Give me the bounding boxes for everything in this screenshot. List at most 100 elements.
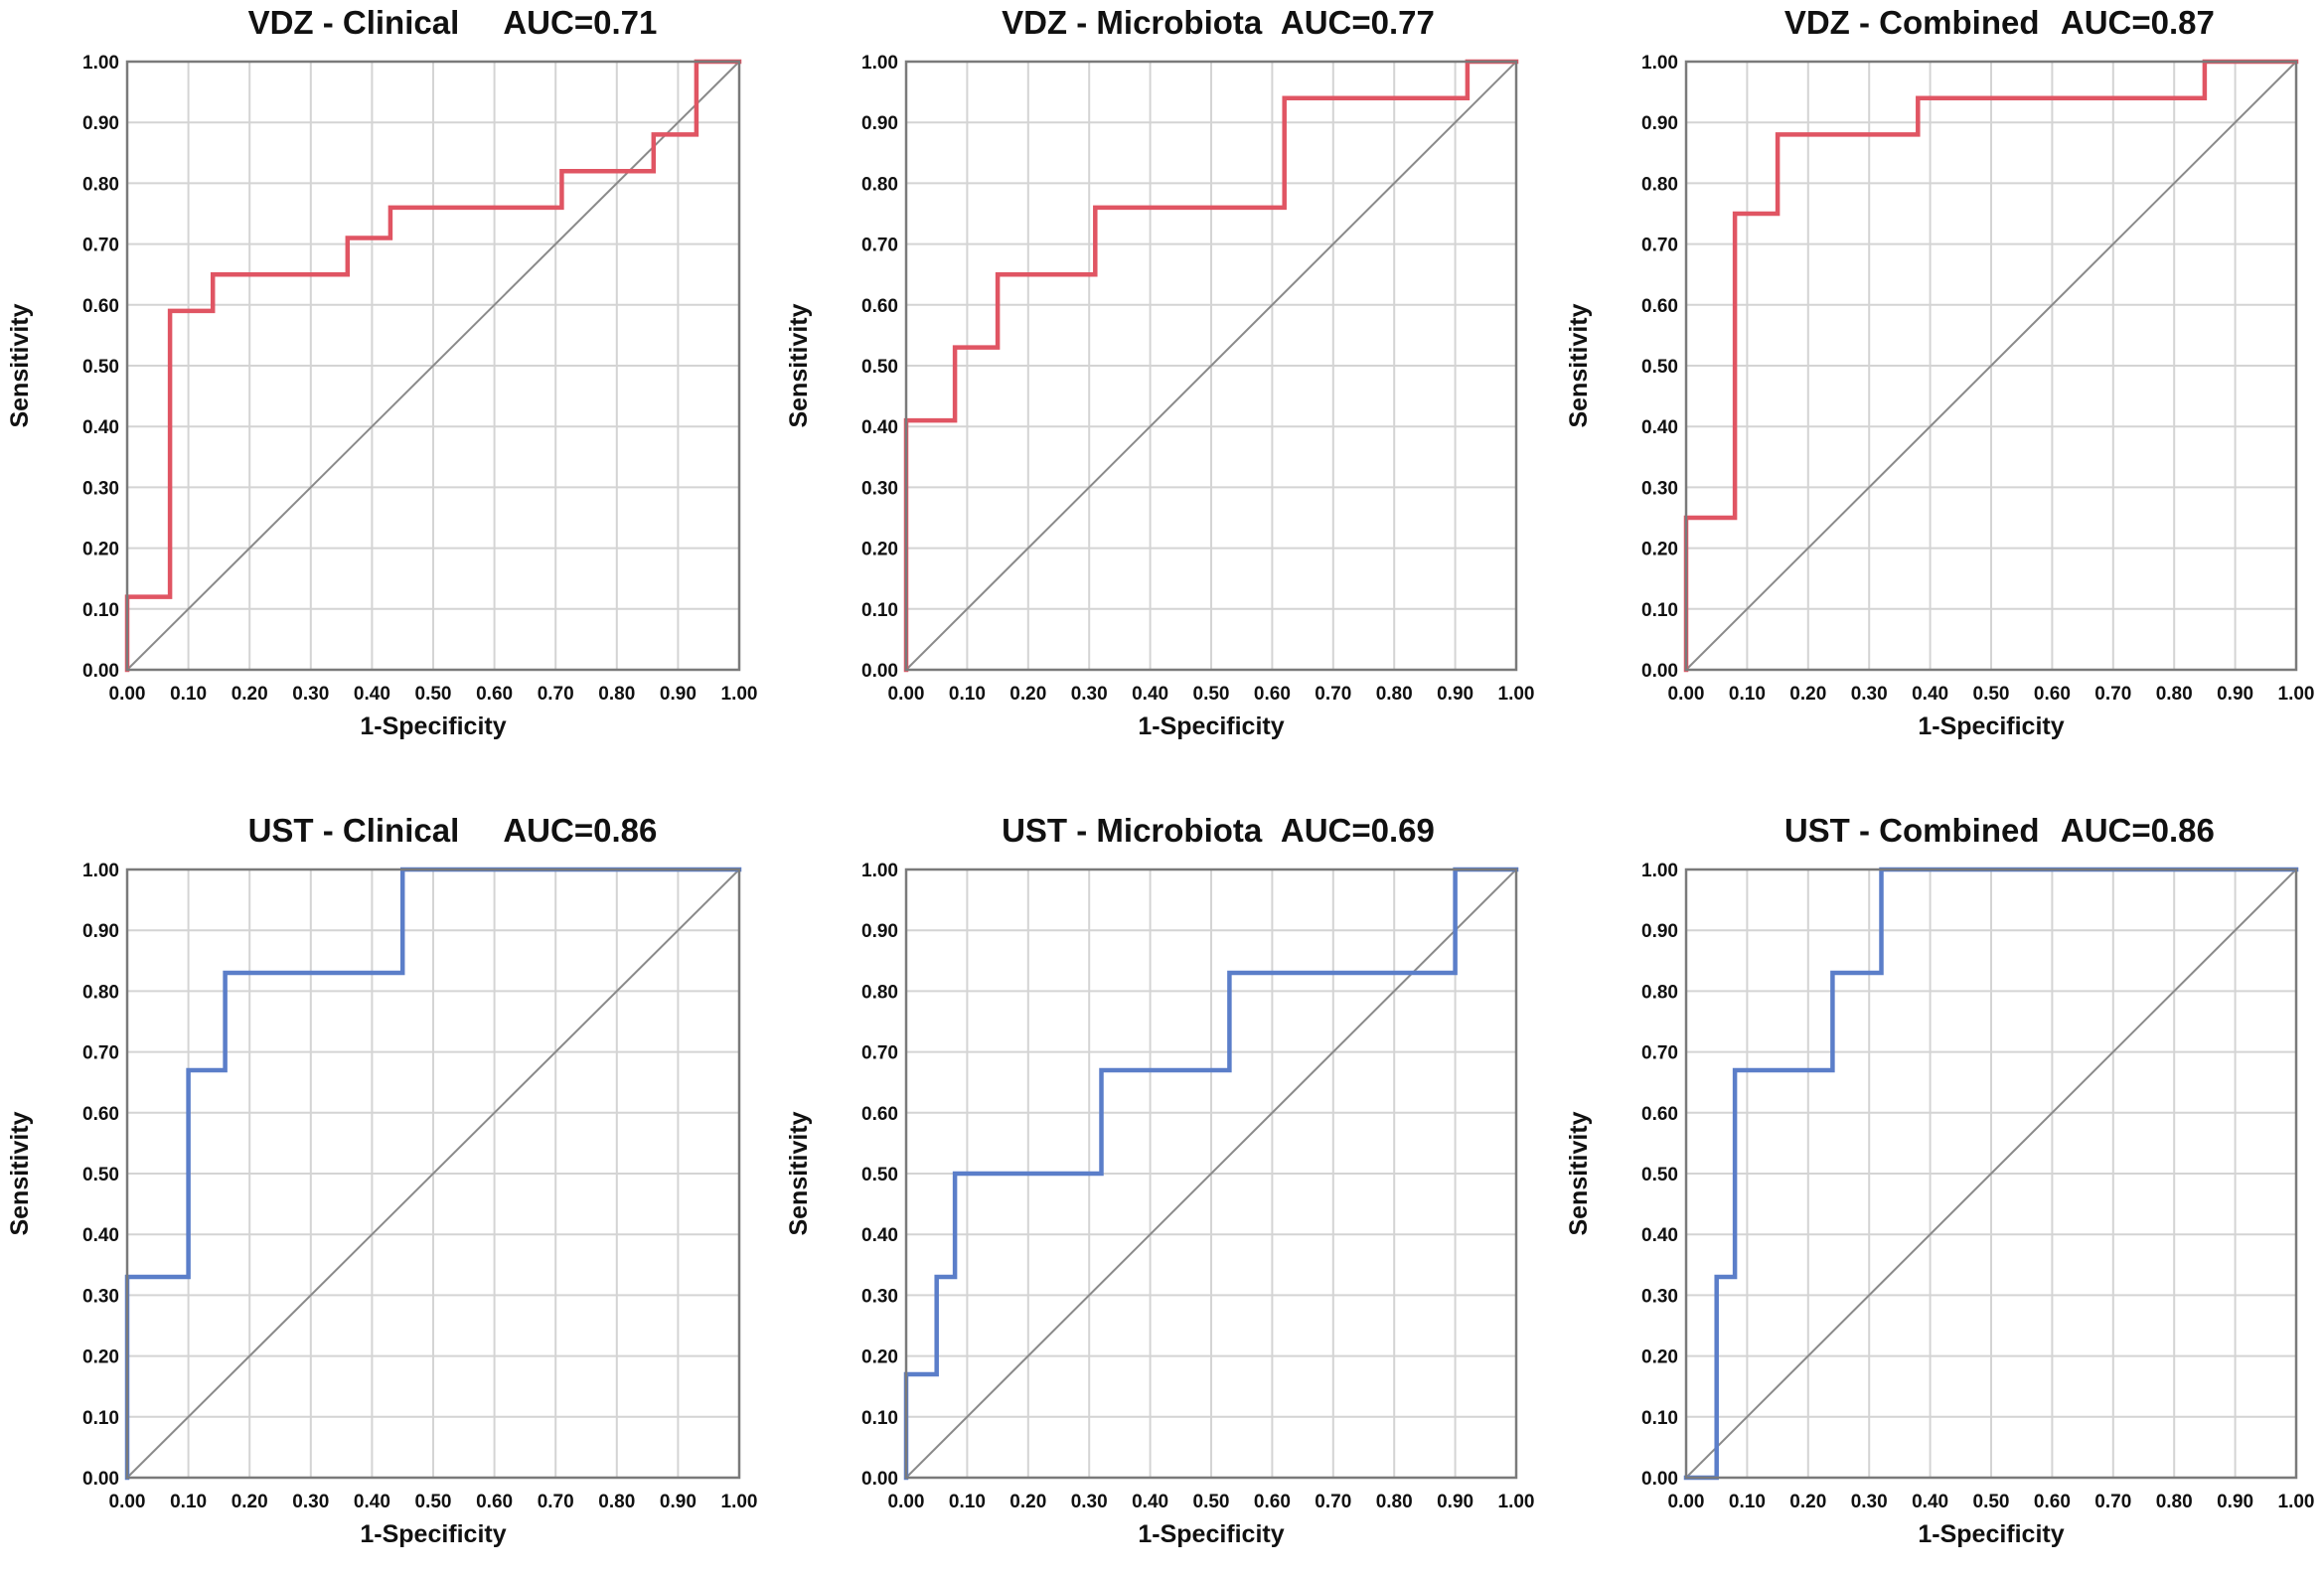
chart-title: UST - Microbiota — [1002, 812, 1263, 849]
x-tick-label: 0.40 — [354, 1492, 390, 1512]
x-tick-label: 0.10 — [1729, 1492, 1766, 1512]
reference-diagonal — [126, 869, 740, 1479]
x-tick-label: 0.50 — [1973, 1492, 2010, 1512]
y-tick-label: 0.00 — [861, 1469, 898, 1490]
plot-frame — [904, 868, 1518, 1480]
y-tick-label: 0.40 — [861, 1225, 898, 1246]
x-tick-label: 0.20 — [232, 684, 268, 705]
y-tick-label: 0.60 — [1641, 1104, 1678, 1125]
x-axis-label: 1-Specificity — [360, 1520, 506, 1548]
y-tick-label: 0.60 — [861, 296, 898, 317]
x-tick-label: 0.30 — [292, 684, 329, 705]
y-tick-label: 0.40 — [1641, 417, 1678, 438]
y-tick-label: 0.90 — [1641, 113, 1678, 134]
x-axis-label: 1-Specificity — [1918, 1520, 2064, 1548]
x-tick-label: 0.80 — [598, 684, 635, 705]
x-tick-label: 1.00 — [721, 1492, 758, 1512]
y-tick-label: 0.40 — [82, 417, 119, 438]
auc-label: AUC=0.77 — [1281, 4, 1435, 41]
x-axis-label: 1-Specificity — [1138, 1520, 1284, 1548]
y-tick-label: 0.90 — [82, 921, 119, 942]
y-tick-label: 0.00 — [82, 1469, 119, 1490]
y-tick-label: 0.50 — [1641, 357, 1678, 378]
chart-title: UST - Combined — [1784, 812, 2040, 849]
y-tick-label: 0.00 — [1641, 661, 1678, 682]
x-tick-label: 0.90 — [2217, 684, 2253, 705]
y-tick-label: 0.60 — [1641, 296, 1678, 317]
y-tick-label: 0.60 — [861, 1104, 898, 1125]
x-tick-label: 0.40 — [1912, 1492, 1948, 1512]
roc-panel-1: 0.00 0.10 0.20 0.30 0.40 0.50 0.60 0.70 0.80 0.90… — [6, 4, 757, 740]
x-tick-label: 0.60 — [2034, 684, 2071, 705]
y-tick-label: 0.70 — [1641, 236, 1678, 256]
chart-title: VDZ - Microbiota — [1002, 4, 1263, 41]
x-tick-label: 0.60 — [476, 1492, 513, 1512]
y-tick-label: 0.90 — [1641, 921, 1678, 942]
x-tick-label: 0.50 — [1193, 684, 1230, 705]
y-tick-label: 0.00 — [861, 661, 898, 682]
x-tick-label: 0.40 — [1912, 684, 1948, 705]
x-tick-label: 0.20 — [1789, 1492, 1826, 1512]
y-tick-label: 0.30 — [861, 1286, 898, 1307]
x-tick-label: 0.70 — [2094, 1492, 2131, 1512]
x-tick-label: 0.60 — [1254, 1492, 1291, 1512]
y-tick-label: 0.60 — [82, 1104, 119, 1125]
auc-label: AUC=0.87 — [2061, 4, 2215, 41]
y-tick-label: 0.10 — [861, 600, 898, 621]
x-tick-label: 0.10 — [170, 1492, 207, 1512]
x-tick-label: 0.60 — [1254, 684, 1291, 705]
x-tick-label: 0.10 — [949, 1492, 986, 1512]
y-tick-label: 0.00 — [1641, 1469, 1678, 1490]
y-tick-label: 0.50 — [1641, 1165, 1678, 1185]
x-tick-label: 0.30 — [1851, 684, 1888, 705]
y-tick-label: 0.20 — [861, 1347, 898, 1368]
y-tick-label: 0.40 — [861, 417, 898, 438]
x-tick-label: 0.80 — [598, 1492, 635, 1512]
x-tick-label: 0.00 — [1668, 684, 1705, 705]
reference-diagonal — [1685, 61, 2297, 671]
x-tick-label: 0.10 — [1729, 684, 1766, 705]
y-tick-label: 0.50 — [82, 357, 119, 378]
y-tick-label: 0.70 — [861, 236, 898, 256]
y-tick-label: 0.80 — [82, 982, 119, 1003]
x-tick-label: 0.50 — [1973, 684, 2010, 705]
x-tick-label: 0.60 — [476, 684, 513, 705]
roc-curve — [124, 59, 742, 673]
x-tick-label: 1.00 — [2278, 1492, 2315, 1512]
y-tick-label: 0.50 — [82, 1165, 119, 1185]
y-tick-label: 0.20 — [861, 540, 898, 560]
y-tick-label: 0.50 — [861, 357, 898, 378]
roc-panel-2: 0.00 0.10 0.20 0.30 0.40 0.50 0.60 0.70 0.80 0.90… — [785, 4, 1534, 740]
x-tick-label: 0.70 — [1315, 684, 1351, 705]
y-tick-label: 1.00 — [82, 861, 119, 881]
y-tick-label: 0.10 — [82, 600, 119, 621]
y-tick-label: 0.70 — [1641, 1043, 1678, 1064]
x-tick-label: 0.30 — [1071, 684, 1108, 705]
roc-curve — [1683, 59, 2299, 673]
plot-frame — [904, 60, 1518, 672]
y-tick-label: 1.00 — [861, 861, 898, 881]
x-tick-label: 1.00 — [2278, 684, 2315, 705]
x-tick-label: 0.90 — [1437, 684, 1473, 705]
auc-label: AUC=0.86 — [2061, 812, 2215, 849]
x-tick-label: 0.40 — [1132, 1492, 1168, 1512]
roc-panel-4: 0.00 0.10 0.20 0.30 0.40 0.50 0.60 0.70 0.80 0.90… — [6, 812, 757, 1548]
y-tick-label: 0.80 — [861, 982, 898, 1003]
x-tick-label: 0.80 — [2156, 1492, 2193, 1512]
x-tick-label: 0.80 — [1376, 1492, 1413, 1512]
y-tick-label: 0.10 — [861, 1408, 898, 1429]
x-tick-label: 0.30 — [1851, 1492, 1888, 1512]
y-tick-label: 0.10 — [82, 1408, 119, 1429]
x-tick-label: 0.00 — [109, 684, 146, 705]
x-tick-label: 0.70 — [2094, 684, 2131, 705]
y-tick-label: 0.30 — [1641, 1286, 1678, 1307]
x-tick-label: 0.80 — [1376, 684, 1413, 705]
y-tick-label: 0.30 — [1641, 478, 1678, 499]
y-tick-label: 0.20 — [1641, 1347, 1678, 1368]
roc-curve — [124, 867, 742, 1481]
x-tick-label: 0.30 — [1071, 1492, 1108, 1512]
x-axis-label: 1-Specificity — [1138, 712, 1284, 740]
auc-label: AUC=0.71 — [503, 4, 657, 41]
y-tick-label: 0.30 — [861, 478, 898, 499]
